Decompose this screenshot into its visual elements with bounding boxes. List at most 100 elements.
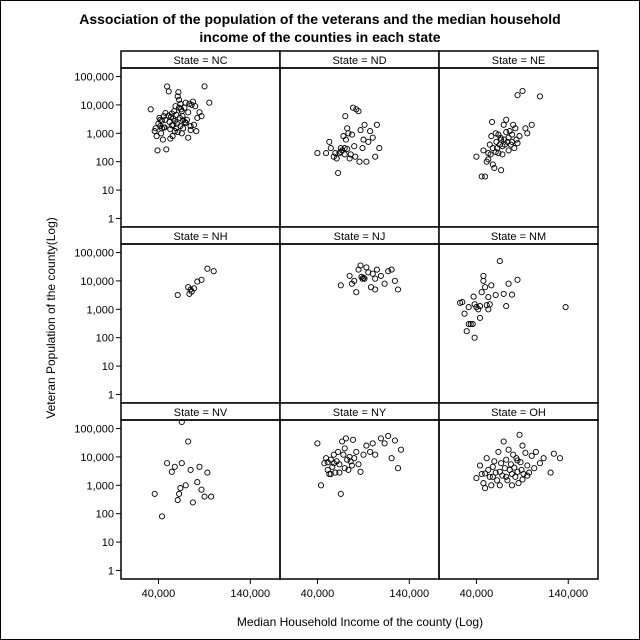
data-point-nv-14: [198, 486, 205, 493]
data-point-oh-42: [536, 460, 543, 467]
y-tick-label: 1: [108, 213, 114, 225]
data-point-nm-24: [508, 291, 516, 298]
data-point-ne-31: [512, 125, 519, 132]
data-point-nc-58: [167, 135, 174, 142]
data-point-ne-6: [486, 141, 493, 148]
data-point-ne-45: [505, 147, 512, 154]
data-point-nm-31: [485, 306, 492, 313]
data-point-oh-15: [498, 460, 505, 467]
data-point-nd-3: [327, 145, 334, 152]
data-point-ny-29: [363, 442, 370, 449]
data-point-nd-34: [372, 153, 379, 160]
data-point-ne-0: [473, 153, 480, 160]
data-point-nh-0: [174, 291, 181, 299]
data-point-ny-30: [367, 448, 374, 455]
data-point-nv-13: [196, 463, 203, 470]
data-point-nc-43: [187, 123, 194, 130]
y-tick-label: 1,000: [86, 128, 114, 140]
data-point-oh-46: [556, 455, 564, 462]
data-point-nm-18: [488, 282, 495, 289]
data-point-nm-15: [483, 302, 490, 309]
data-point-oh-36: [522, 449, 529, 456]
data-point-nd-15: [344, 125, 351, 132]
data-point-nc-63: [158, 125, 166, 132]
data-point-nd-24: [355, 108, 362, 115]
y-tick-label: 100: [96, 509, 114, 521]
data-point-oh-27: [512, 473, 519, 480]
data-point-ne-34: [516, 133, 523, 140]
data-point-ne-10: [489, 145, 496, 152]
data-point-nc-25: [172, 103, 179, 110]
data-point-nc-3: [153, 133, 160, 140]
data-point-ny-41: [336, 461, 343, 468]
x-tick-label: 140,000: [389, 588, 429, 600]
data-point-ne-41: [489, 161, 496, 168]
data-point-ny-42: [341, 445, 348, 452]
y-tick-label: 10,000: [80, 452, 114, 464]
data-point-nc-40: [183, 116, 190, 123]
data-point-nv-15: [201, 493, 208, 500]
data-point-nd-14: [342, 136, 349, 143]
data-point-nc-70: [187, 127, 194, 134]
data-point-nj-9: [361, 275, 368, 282]
chart-title-line-1: Association of the population of the vet…: [79, 11, 560, 27]
data-point-ny-13: [337, 490, 344, 497]
panel-nd: State = ND: [279, 50, 440, 228]
data-point-nj-21: [394, 286, 402, 293]
y-tick-label: 100,000: [74, 248, 114, 260]
data-point-nd-6: [333, 155, 340, 162]
data-point-ne-40: [485, 156, 492, 163]
data-point-nc-64: [168, 122, 175, 129]
data-point-nc-29: [175, 89, 182, 96]
data-point-nj-18: [385, 268, 392, 275]
x-tick-label: 40,000: [142, 588, 176, 600]
data-point-nm-23: [505, 280, 512, 287]
data-point-oh-51: [519, 476, 526, 483]
panel-plot-area-oh: [438, 419, 599, 580]
x-tick-label: 40,000: [301, 588, 335, 600]
panel-nm: State = NM: [438, 226, 599, 404]
data-point-ne-1: [478, 173, 485, 180]
data-point-nm-10: [475, 306, 482, 313]
data-point-nd-31: [365, 138, 372, 145]
data-point-nv-19: [185, 438, 192, 445]
data-point-oh-45: [550, 450, 557, 457]
data-point-ne-9: [489, 118, 496, 126]
data-point-ne-18: [498, 167, 505, 174]
data-point-nc-15: [164, 83, 171, 90]
y-tick-label: 10: [102, 361, 114, 373]
data-point-ne-47: [514, 140, 521, 147]
data-point-nm-20: [496, 258, 503, 265]
data-point-nj-16: [377, 272, 384, 279]
data-point-nj-20: [391, 277, 398, 284]
data-point-nd-21: [351, 143, 358, 150]
data-point-nv-11: [189, 499, 196, 506]
data-point-nc-30: [176, 96, 183, 103]
y-tick-label: 10: [102, 537, 114, 549]
data-point-nv-16: [204, 469, 211, 476]
x-tick-label: 40,000: [460, 588, 494, 600]
data-point-ne-37: [524, 130, 531, 137]
data-point-nd-32: [367, 128, 374, 135]
panel-ne: State = NE: [438, 50, 599, 228]
data-point-nc-51: [198, 113, 205, 120]
data-point-ne-8: [488, 133, 495, 140]
data-point-nd-0: [314, 150, 321, 157]
data-point-oh-24: [508, 470, 516, 478]
data-point-nm-7: [470, 293, 477, 300]
data-point-oh-44: [547, 469, 554, 476]
data-point-ne-38: [528, 121, 535, 128]
data-point-nc-8: [158, 130, 165, 137]
data-point-nc-67: [170, 115, 177, 122]
data-point-nv-8: [178, 418, 185, 426]
panel-strip-label-nh: State = NH: [173, 231, 227, 243]
data-point-nc-62: [185, 134, 192, 141]
data-point-nd-27: [359, 145, 366, 152]
panel-oh: State = OH 40,000 140,000: [438, 402, 599, 600]
data-point-ne-23: [503, 116, 510, 123]
y-tick-label: 1: [108, 565, 114, 577]
data-point-ny-19: [345, 466, 352, 473]
data-point-oh-12: [494, 477, 501, 484]
data-point-nv-10: [187, 466, 194, 473]
data-point-oh-26: [511, 464, 518, 471]
